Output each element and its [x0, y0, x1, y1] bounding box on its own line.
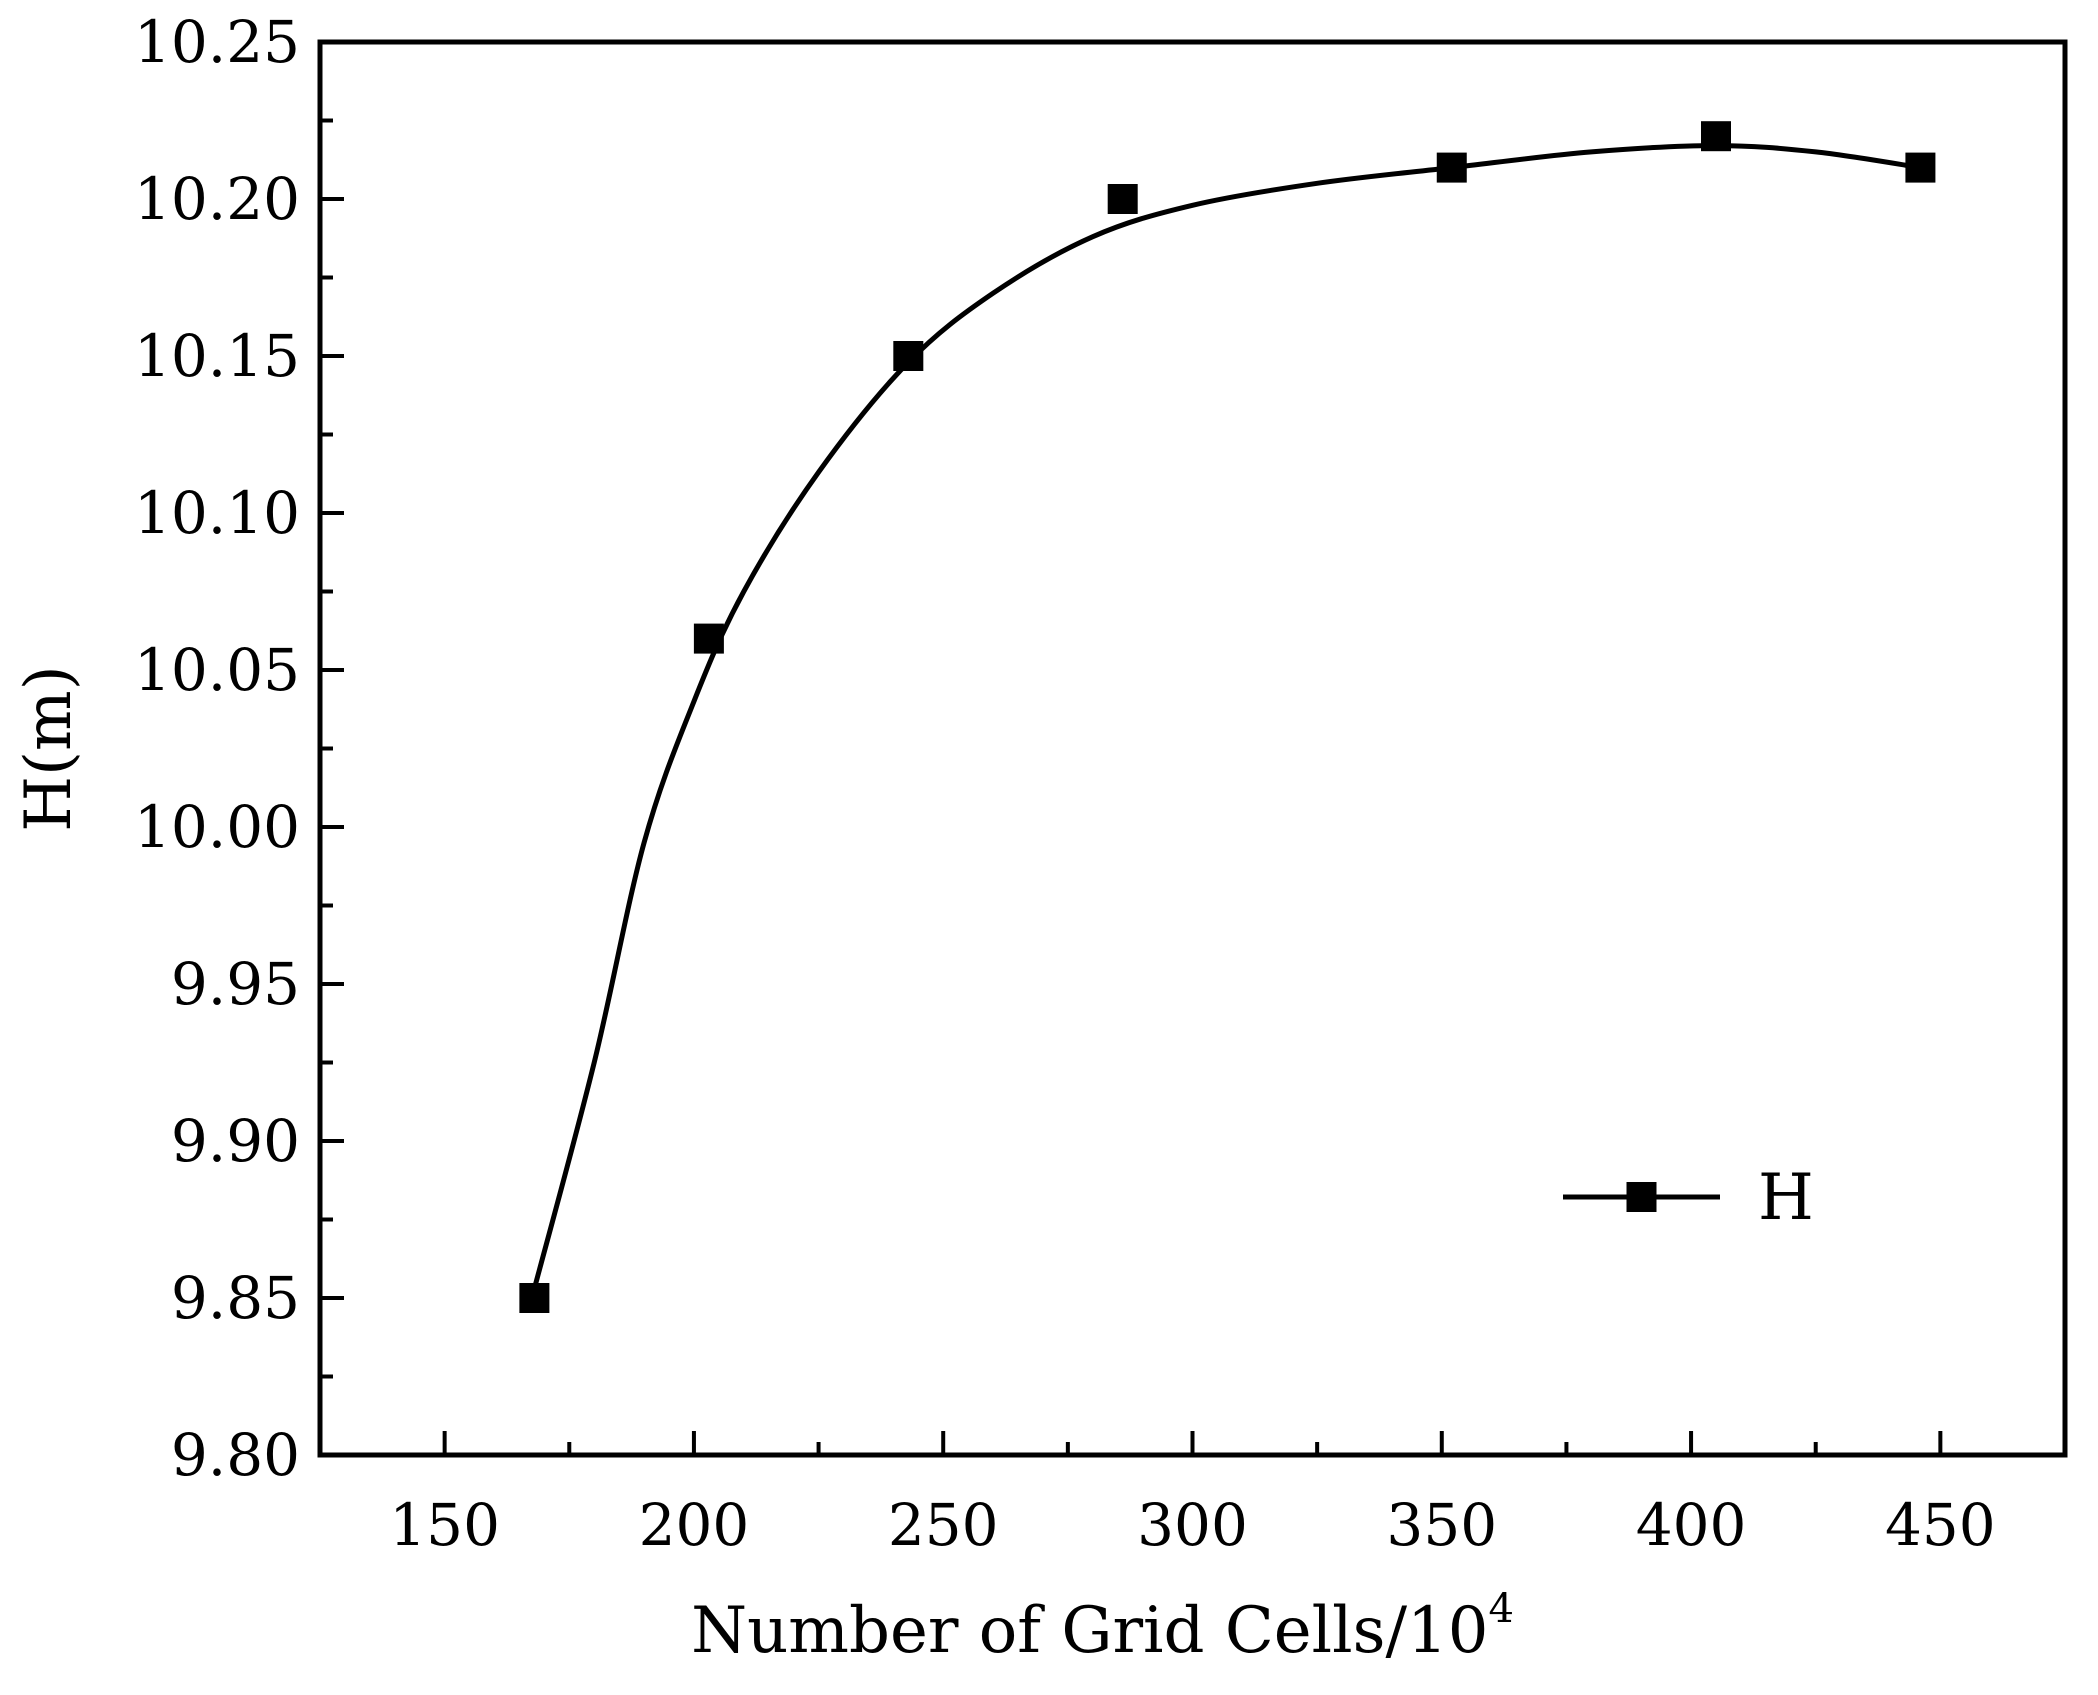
y-axis-title: H(m) — [12, 665, 86, 831]
x-tick-label: 150 — [389, 1491, 500, 1559]
y-tick-label: 9.85 — [171, 1264, 300, 1332]
legend-marker — [1626, 1182, 1657, 1212]
data-point-marker — [693, 623, 724, 654]
x-axis-title-superscript: 4 — [1488, 1586, 1513, 1632]
series — [519, 121, 1936, 1313]
data-point-marker — [1905, 152, 1936, 183]
data-point-marker — [519, 1283, 550, 1313]
data-point-marker — [893, 341, 924, 371]
y-tick-label: 10.10 — [134, 479, 300, 547]
x-tick-label: 200 — [639, 1491, 750, 1559]
data-point-marker — [1436, 152, 1467, 183]
x-tick-label: 400 — [1636, 1491, 1747, 1559]
legend: H — [1563, 1161, 1814, 1235]
ticks: 150 200 250 300 350 400 450 9.80 9.85 9.90 9.95 10.… — [134, 8, 1996, 1559]
y-tick-label: 10.05 — [134, 636, 300, 704]
y-tick-label: 10.15 — [134, 322, 300, 390]
y-tick-label: 10.25 — [134, 8, 300, 76]
x-axis-title: Number of Grid Cells/104 — [691, 1586, 1514, 1668]
x-tick-label: 350 — [1386, 1491, 1497, 1559]
y-tick-label: 10.00 — [134, 793, 300, 861]
legend-label: H — [1758, 1161, 1814, 1235]
y-tick-label: 10.20 — [134, 165, 300, 233]
data-point-marker — [1701, 121, 1731, 152]
series-line-H — [531, 143, 1921, 1290]
y-tick-label: 9.95 — [171, 950, 300, 1018]
x-tick-label: 450 — [1885, 1491, 1996, 1559]
x-tick-label: 250 — [888, 1491, 999, 1559]
data-point-marker — [1107, 184, 1138, 214]
y-tick-label: 9.80 — [171, 1421, 300, 1489]
y-tick-label: 9.90 — [171, 1107, 300, 1175]
x-tick-label: 300 — [1137, 1491, 1248, 1559]
